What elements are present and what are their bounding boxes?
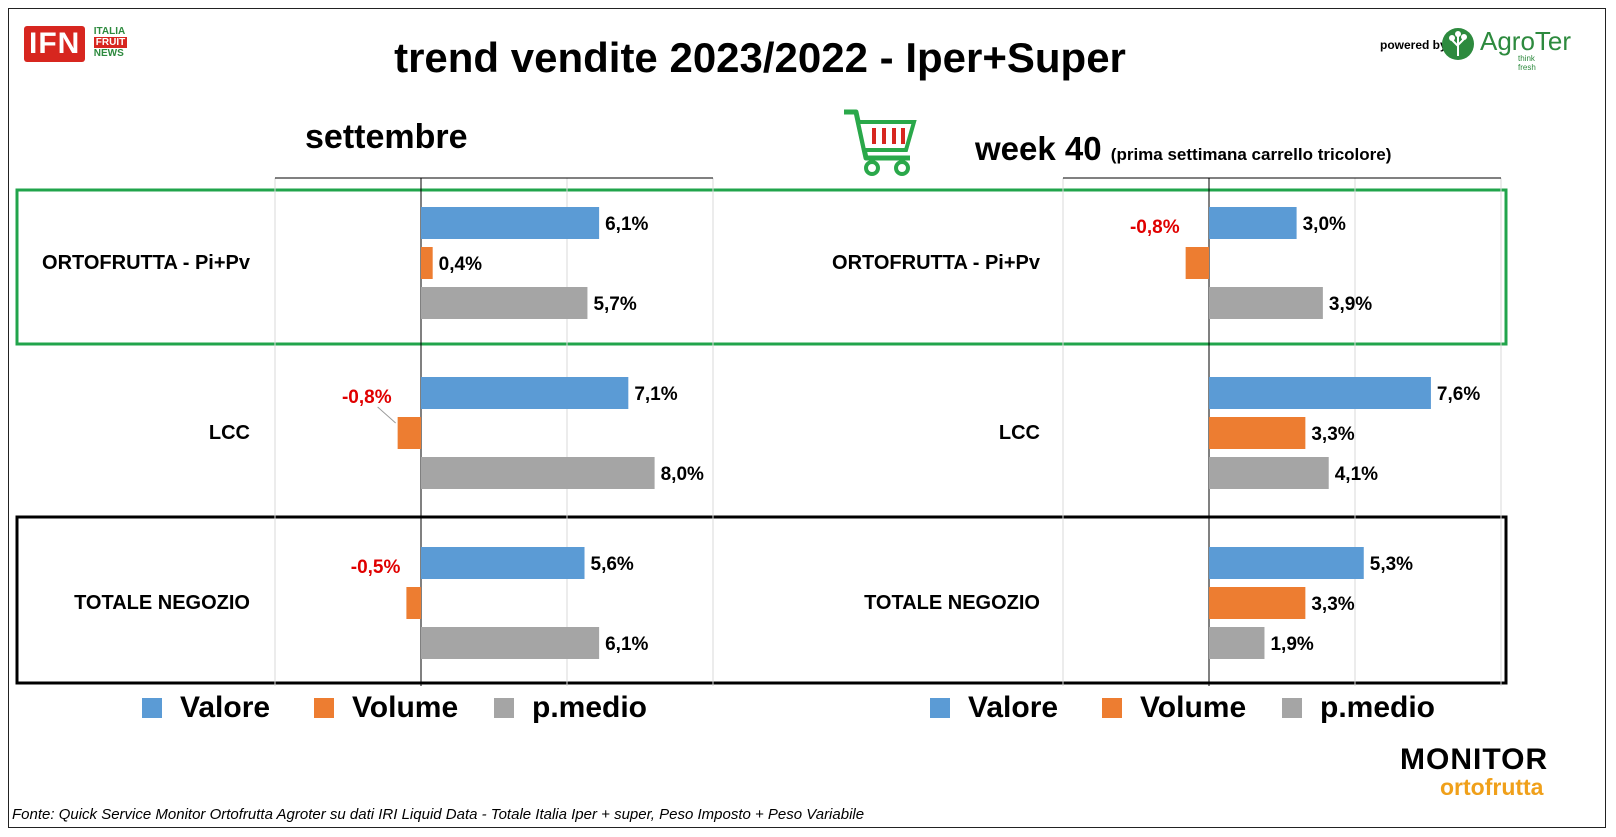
category-label-left-1: ORTOFRUTTA - Pi+Pv <box>42 252 250 274</box>
tree-icon <box>1442 28 1474 60</box>
highlight-box-ortofrutta <box>15 188 1508 346</box>
data-label-right-1-volume: -0,8% <box>1130 217 1180 238</box>
agroter-name: AgroTer <box>1480 26 1572 56</box>
data-label-left-2-valore: 7,1% <box>634 384 677 405</box>
legend-swatch-right-valore <box>930 698 950 718</box>
bar-left-3-valore <box>421 547 585 579</box>
chart-title: trend vendite 2023/2022 - Iper+Super <box>394 34 1126 81</box>
bar-right-1-pmedio <box>1209 287 1323 319</box>
monitor-logo-line-1: MONITOR <box>1400 743 1549 776</box>
ifn-logo: IFN ITALIA FRUIT NEWS <box>24 26 128 62</box>
data-label-right-1-pmedio: 3,9% <box>1329 294 1372 315</box>
bar-right-1-volume <box>1185 247 1209 279</box>
bar-left-3-volume <box>406 587 421 619</box>
category-label-right-2: LCC <box>998 422 1040 444</box>
data-label-left-2-pmedio: 8,0% <box>661 464 704 485</box>
category-label-right-3: TOTALE NEGOZIO <box>864 592 1040 614</box>
bar-left-2-valore <box>421 377 629 409</box>
source-note: Fonte: Quick Service Monitor Ortofrutta … <box>12 806 865 823</box>
bar-left-1-valore <box>421 207 600 239</box>
leader-line <box>377 406 396 424</box>
bar-right-2-pmedio <box>1209 457 1329 489</box>
category-label-right-1: ORTOFRUTTA - Pi+Pv <box>832 252 1040 274</box>
bar-right-3-pmedio <box>1209 627 1265 659</box>
data-label-right-3-pmedio: 1,9% <box>1270 634 1313 655</box>
data-label-right-3-volume: 3,3% <box>1311 594 1354 615</box>
ifn-logo-text: ITALIA FRUIT NEWS <box>93 26 128 59</box>
legend-label-left-volume: Volume <box>352 691 458 724</box>
bar-right-2-volume <box>1209 417 1306 449</box>
legend-label-left-valore: Valore <box>180 691 270 724</box>
data-label-left-3-pmedio: 6,1% <box>605 634 648 655</box>
data-label-right-3-valore: 5,3% <box>1370 554 1413 575</box>
category-label-left-3: TOTALE NEGOZIO <box>74 592 250 614</box>
data-label-left-3-volume: -0,5% <box>351 557 401 578</box>
monitor-ortofrutta-logo: MONITOR ortofrutta <box>1400 743 1549 800</box>
ifn-line-3: NEWS <box>93 48 124 59</box>
legend-swatch-right-volume <box>1102 698 1122 718</box>
left-subtitle: settembre <box>305 118 468 156</box>
legend-swatch-left-valore <box>142 698 162 718</box>
bar-right-2-valore <box>1209 377 1431 409</box>
highlight-box-totale-negozio <box>15 515 1508 685</box>
ifn-logo-mark: IFN <box>24 26 86 62</box>
data-label-right-2-volume: 3,3% <box>1311 424 1354 445</box>
ifn-line-2: FRUIT <box>93 37 128 48</box>
right-subtitle: week 40 (prima settimana carrello tricol… <box>975 130 1391 168</box>
legend-label-left-pmedio: p.medio <box>532 691 647 724</box>
bar-right-3-volume <box>1209 587 1306 619</box>
bar-left-2-volume <box>397 417 421 449</box>
legend-label-right-valore: Valore <box>968 691 1058 724</box>
outer-frame <box>8 8 1606 828</box>
monitor-logo-line-2: ortofrutta <box>1440 774 1544 800</box>
ifn-line-1: ITALIA <box>93 26 126 37</box>
data-label-left-1-pmedio: 5,7% <box>593 294 636 315</box>
bar-left-2-pmedio <box>421 457 655 489</box>
legend-swatch-right-pmedio <box>1282 698 1302 718</box>
legend-swatch-left-volume <box>314 698 334 718</box>
bar-left-1-pmedio <box>421 287 588 319</box>
powered-by-label: powered by <box>1380 38 1447 52</box>
data-label-left-1-volume: 0,4% <box>439 254 482 275</box>
data-label-right-2-valore: 7,6% <box>1437 384 1480 405</box>
bar-right-3-valore <box>1209 547 1364 579</box>
legend-label-right-volume: Volume <box>1140 691 1246 724</box>
data-label-right-1-valore: 3,0% <box>1303 214 1346 235</box>
shopping-cart-icon <box>844 109 917 176</box>
agroter-tagline: think fresh <box>1518 54 1536 72</box>
right-subtitle-note: (prima settimana carrello tricolore) <box>1110 145 1392 164</box>
bar-right-1-valore <box>1209 207 1297 239</box>
right-subtitle-week: week 40 <box>975 130 1102 167</box>
bar-left-3-pmedio <box>421 627 600 659</box>
data-label-right-2-pmedio: 4,1% <box>1335 464 1378 485</box>
data-label-left-2-volume: -0,8% <box>342 387 392 408</box>
data-label-left-3-valore: 5,6% <box>591 554 634 575</box>
category-label-left-2: LCC <box>208 422 250 444</box>
legend-swatch-left-pmedio <box>494 698 514 718</box>
bar-left-1-volume <box>421 247 433 279</box>
data-label-left-1-valore: 6,1% <box>605 214 648 235</box>
legend-label-right-pmedio: p.medio <box>1320 691 1435 724</box>
